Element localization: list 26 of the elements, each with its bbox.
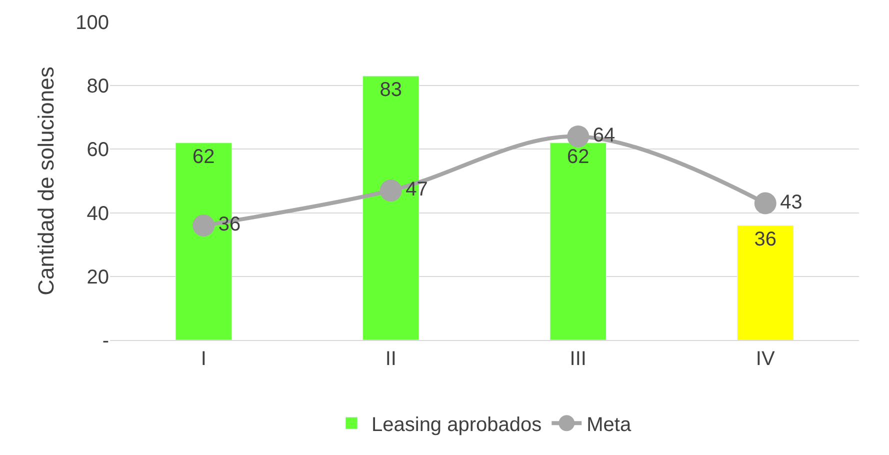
bar bbox=[737, 225, 794, 340]
y-axis-title: Cantidad de soluciones bbox=[33, 66, 58, 296]
point bbox=[192, 214, 215, 237]
point bbox=[567, 125, 590, 148]
data-label: 62 bbox=[567, 146, 590, 168]
data-label: 36 bbox=[754, 228, 776, 251]
legend-label: Meta bbox=[586, 414, 632, 436]
y-tick-label: - bbox=[102, 330, 109, 352]
data-label: 62 bbox=[192, 146, 215, 168]
data-label: 83 bbox=[380, 79, 402, 102]
x-tick-label: IV bbox=[756, 348, 776, 370]
x-tick-label: II bbox=[385, 348, 396, 370]
data-label: 43 bbox=[780, 191, 802, 214]
bar bbox=[550, 142, 606, 340]
y-tick-label: 40 bbox=[86, 202, 109, 225]
x-tick-label: III bbox=[570, 348, 586, 370]
y-tick-label: 100 bbox=[76, 12, 109, 34]
y-tick-label: 20 bbox=[86, 266, 109, 288]
legend-label: Leasing aprobados bbox=[372, 414, 542, 436]
point bbox=[380, 180, 402, 202]
y-tick-label: 60 bbox=[86, 139, 109, 162]
x-tick-label: I bbox=[200, 348, 206, 370]
y-tick-label: 80 bbox=[86, 76, 109, 98]
data-label: 64 bbox=[592, 124, 616, 146]
data-label: 36 bbox=[218, 214, 241, 236]
point bbox=[754, 192, 776, 214]
